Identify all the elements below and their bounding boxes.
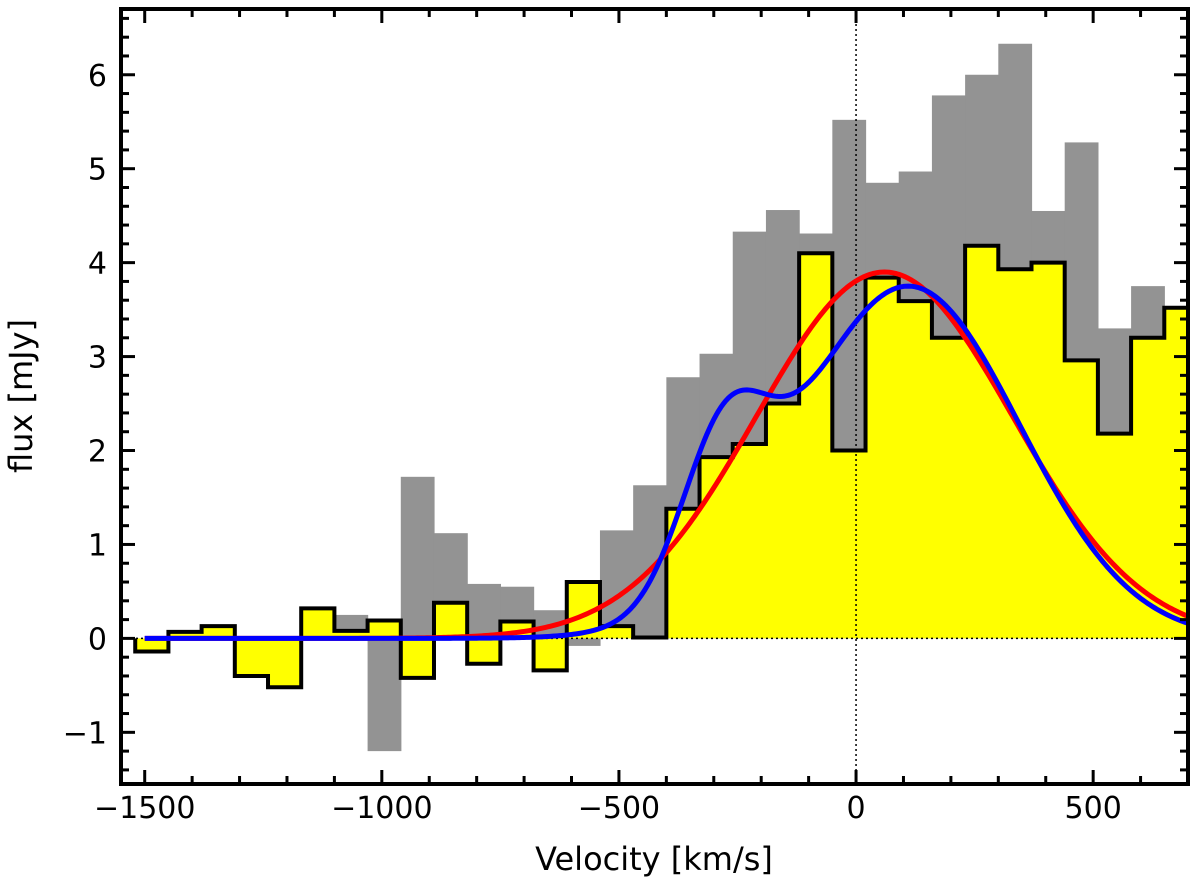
yellow-bar-22 [865, 277, 900, 639]
yellow-bar-5 [301, 608, 335, 639]
yellow-bar-3 [234, 638, 269, 676]
grey-bar-8 [400, 476, 435, 639]
yellow-bar-4 [268, 638, 302, 688]
x-tick-label: −500 [578, 791, 660, 826]
yellow-bar-21 [832, 450, 867, 639]
yellow-bar-31 [1164, 307, 1188, 639]
y-tick-label: 2 [88, 435, 107, 470]
y-tick-label: 6 [88, 59, 107, 94]
double-gaussian-fit-curve [144, 283, 1188, 641]
yellow-bar-2 [201, 626, 236, 639]
yellow-bar-12 [533, 638, 568, 671]
yellow-bar-24 [931, 337, 966, 639]
yellow-bar-18 [732, 443, 767, 639]
yellow-bar-1 [168, 631, 203, 639]
x-tick-label: 500 [1065, 791, 1122, 826]
yellow-bar-9 [433, 602, 468, 639]
y-axis-title: flux [mJy] [2, 319, 40, 473]
x-tick-label: 0 [846, 791, 865, 826]
plot-frame [119, 7, 1190, 786]
yellow-bar-29 [1097, 433, 1132, 639]
grey-bar-7 [367, 638, 402, 752]
yellow-bar-28 [1064, 360, 1099, 639]
yellow-bar-6 [334, 630, 369, 639]
yellow-bar-23 [898, 301, 933, 639]
y-tick-label: 4 [88, 247, 107, 282]
y-tick-label: 3 [88, 341, 107, 376]
grey-bar-10 [467, 583, 501, 639]
yellow-bar-27 [1031, 262, 1066, 639]
y-tick-label: 5 [88, 153, 107, 188]
x-tick-label: −1000 [331, 791, 432, 826]
y-tick-label: 0 [88, 622, 107, 657]
yellow-bar-14 [599, 626, 634, 639]
yellow-step-outline [133, 243, 1188, 690]
yellow-bar-10 [467, 638, 501, 664]
yellow-bar-26 [998, 269, 1033, 639]
yellow-bar-0 [135, 638, 170, 652]
yellow-bar-19 [765, 403, 800, 639]
x-axis-title: Velocity [km/s] [535, 840, 773, 878]
yellow-bar-25 [965, 245, 999, 639]
yellow-bar-20 [799, 253, 833, 639]
y-tick-label: −1 [63, 716, 107, 751]
yellow-bar-8 [400, 638, 435, 678]
x-tick-label: −1500 [94, 791, 195, 826]
yellow-bar-7 [367, 620, 402, 639]
y-tick-label: 1 [88, 528, 107, 563]
grey-bar-13 [566, 638, 601, 646]
